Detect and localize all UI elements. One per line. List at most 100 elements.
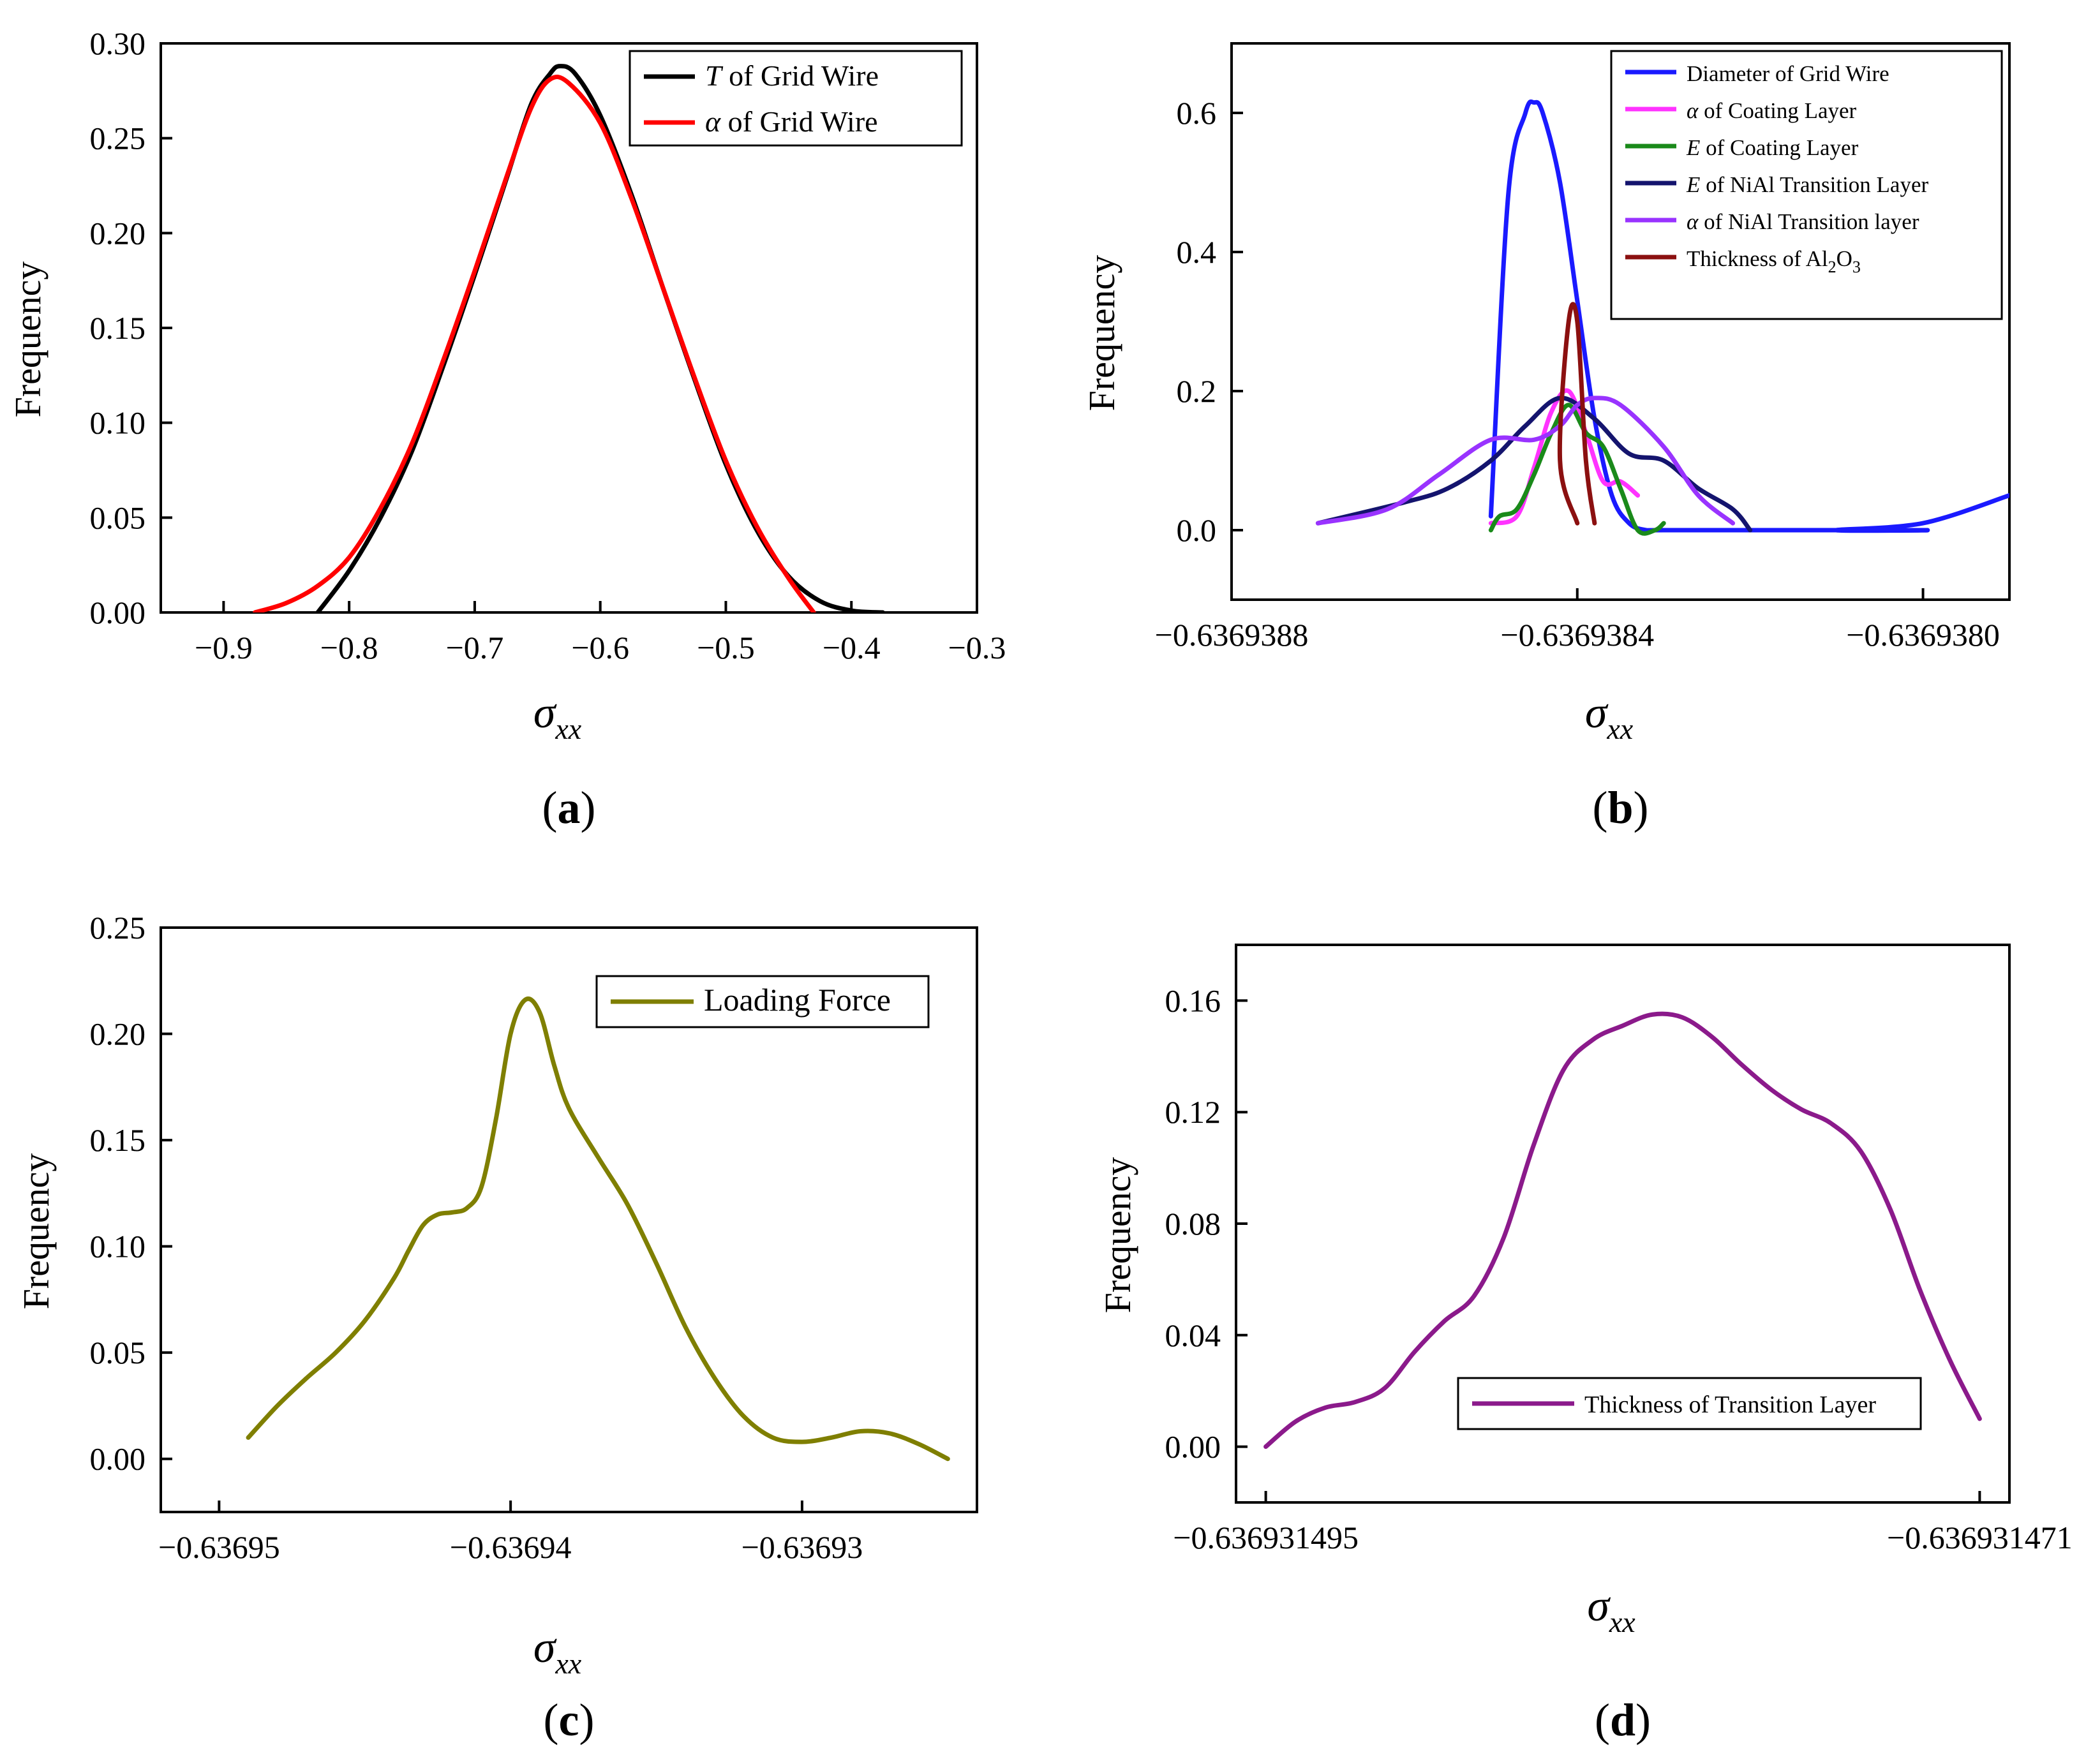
x-axis-label: σxx xyxy=(533,1623,582,1680)
legend-label: of NiAl Transition Layer xyxy=(1700,172,1928,197)
x-tick-label: −0.6369384 xyxy=(1500,617,1654,653)
y-axis-label: Frequency xyxy=(1081,255,1122,411)
x-tick-label: −0.5 xyxy=(697,630,755,665)
series-line-5 xyxy=(1315,396,1736,526)
x-axis-subscript: xx xyxy=(1606,713,1633,745)
x-axis-symbol: σ xyxy=(533,1623,557,1672)
series-line-1 xyxy=(315,64,885,612)
legend-label: Loading Force xyxy=(704,982,891,1018)
legend-symbol: α xyxy=(1687,209,1699,234)
panel-letter: b xyxy=(1607,782,1633,833)
legend-label: Thickness of Al xyxy=(1687,246,1828,271)
x-tick-label: −0.63695 xyxy=(158,1529,280,1565)
legend-label: of Coating Layer xyxy=(1698,98,1856,123)
y-tick-label: 0.20 xyxy=(90,1016,146,1052)
y-tick-label: 0.05 xyxy=(90,1335,146,1370)
legend-entry: Loading Force xyxy=(704,982,891,1018)
legend-label: Diameter of Grid Wire xyxy=(1687,61,1889,86)
legend-entry: Thickness of Transition Layer xyxy=(1584,1391,1876,1418)
panel-label: (a) xyxy=(542,782,596,833)
y-tick-label: 0.30 xyxy=(90,26,146,61)
legend-label: Thickness of Transition Layer xyxy=(1584,1391,1876,1418)
x-tick-label: −0.8 xyxy=(320,630,378,665)
legend-entry: T of Grid Wire xyxy=(705,59,879,92)
x-tick-label: −0.3 xyxy=(948,630,1006,665)
x-axis-label: σxx xyxy=(1585,688,1634,745)
y-tick-label: 0.25 xyxy=(90,121,146,156)
legend: T of Grid Wire α of Grid Wire xyxy=(629,50,963,147)
x-axis-label: σxx xyxy=(533,688,582,745)
legend: Loading Force xyxy=(595,975,930,1028)
y-tick-label: 0.15 xyxy=(90,1122,146,1158)
legend-entry: α of Grid Wire xyxy=(705,105,878,138)
panel-letter: d xyxy=(1610,1694,1635,1745)
legend-symbol: α xyxy=(1687,98,1699,123)
x-tick-label: −0.63694 xyxy=(450,1529,572,1565)
y-tick-label: 0.10 xyxy=(90,1229,146,1264)
legend-label: of NiAl Transition layer xyxy=(1698,209,1919,234)
y-axis-label: Frequency xyxy=(15,1153,57,1310)
x-axis-subscript: xx xyxy=(555,713,581,745)
legend-symbol: E xyxy=(1686,172,1700,197)
panel-c: −0.63695 −0.63694 −0.63693 0.00 0.05 0.10 0.15… xyxy=(15,910,978,1745)
y-tick-label: 0.0 xyxy=(1177,512,1217,548)
y-tick-label: 0.12 xyxy=(1165,1094,1221,1130)
series-line-3 xyxy=(1488,403,1666,536)
legend-subscript: 3 xyxy=(1852,258,1861,276)
y-axis-label: Frequency xyxy=(7,262,48,418)
x-axis-subscript: xx xyxy=(555,1647,581,1680)
y-tick-label: 0.20 xyxy=(90,215,146,251)
y-tick-label: 0.16 xyxy=(1165,982,1221,1018)
x-tick-label: −0.9 xyxy=(195,630,253,665)
series-line-1 xyxy=(246,997,950,1462)
series-line-1 xyxy=(1263,1011,1982,1449)
y-tick-label: 0.4 xyxy=(1177,234,1217,270)
legend-symbol: α xyxy=(705,105,721,138)
panel-letter: c xyxy=(559,1694,579,1745)
y-axis-label: Frequency xyxy=(1097,1157,1138,1314)
x-tick-label: −0.636931471 xyxy=(1887,1520,2073,1555)
legend-symbol: E xyxy=(1686,135,1700,160)
plot-frame xyxy=(160,926,978,1513)
legend-entry: E of NiAl Transition Layer xyxy=(1686,172,1928,197)
y-tick-label: 0.15 xyxy=(90,310,146,346)
y-tick-label: 0.05 xyxy=(90,500,146,535)
x-axis-label: σxx xyxy=(1587,1582,1635,1638)
x-tick-label: −0.636931495 xyxy=(1173,1520,1359,1555)
panel-label: (c) xyxy=(544,1694,595,1745)
x-tick-label: −0.4 xyxy=(823,630,881,665)
x-tick-label: −0.63693 xyxy=(741,1529,863,1565)
legend-label: O xyxy=(1836,246,1852,271)
legend-label: of Coating Layer xyxy=(1700,135,1858,160)
panel-letter: a xyxy=(558,782,581,833)
x-axis-symbol: σ xyxy=(1587,1582,1611,1631)
panel-a: −0.9 −0.8 −0.7 −0.6 −0.5 −0.4 −0.3 0.00 0.05 0.10… xyxy=(7,26,1006,833)
panel-b: −0.6369388 −0.6369384 −0.6369380 0.0 0.2 0.4 0… xyxy=(1081,42,2011,833)
y-tick-label: 0.04 xyxy=(1165,1317,1221,1353)
panel-d: −0.636931495 −0.636931471 0.00 0.04 0.08 0.12… xyxy=(1097,944,2073,1745)
legend-entry: Diameter of Grid Wire xyxy=(1687,61,1889,86)
y-tick-label: 0.00 xyxy=(90,595,146,630)
series-line-6 xyxy=(1557,302,1597,526)
y-tick-label: 0.10 xyxy=(90,405,146,441)
series-line-4 xyxy=(1315,396,1753,533)
series-line-2 xyxy=(253,75,816,612)
legend-entry: α of Coating Layer xyxy=(1687,98,1857,123)
x-tick-label: −0.7 xyxy=(446,630,504,665)
legend-box xyxy=(629,50,963,147)
y-tick-label: 0.25 xyxy=(90,910,146,945)
y-tick-label: 0.2 xyxy=(1177,373,1217,409)
legend-entry: Thickness of Al2O3 xyxy=(1687,246,1861,276)
y-tick-label: 0.00 xyxy=(90,1441,146,1477)
x-tick-label: −0.6369380 xyxy=(1846,617,2000,653)
panel-label: (d) xyxy=(1595,1694,1651,1745)
x-axis-symbol: σ xyxy=(533,688,557,737)
x-tick-label: −0.6369388 xyxy=(1155,617,1309,653)
legend-symbol: T xyxy=(705,59,724,92)
legend-entry: E of Coating Layer xyxy=(1686,135,1859,160)
panel-label: (b) xyxy=(1592,782,1648,833)
series-line-1 xyxy=(1488,99,2009,533)
x-tick-label: −0.6 xyxy=(571,630,629,665)
